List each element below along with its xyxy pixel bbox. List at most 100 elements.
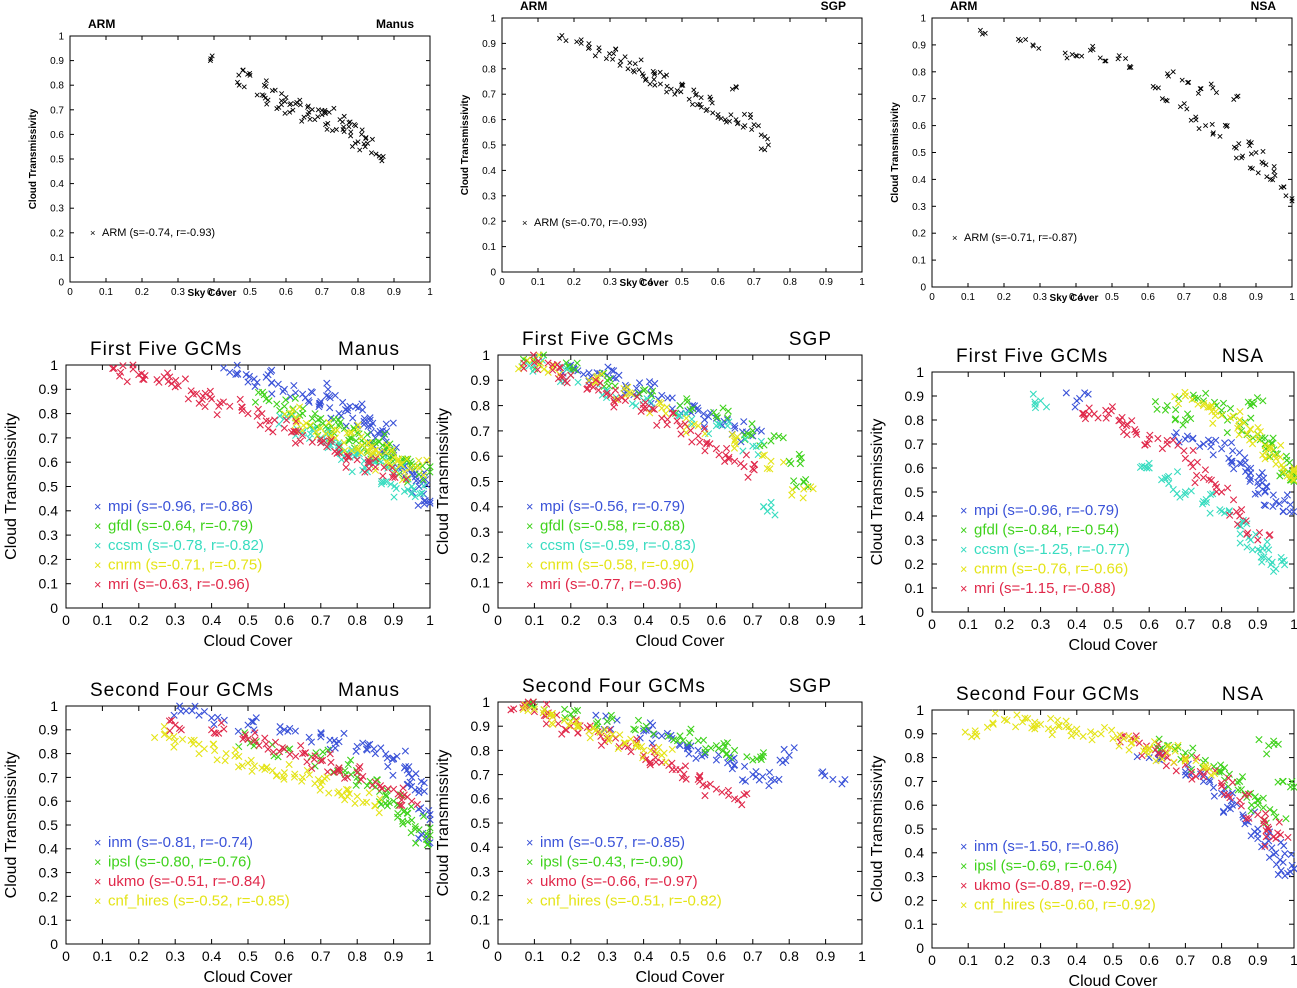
data-point-jitter [1255,528,1264,537]
data-point-jitter [403,457,411,465]
data-point [1203,123,1209,129]
data-point-jitter [165,717,174,725]
data-point-jitter [220,725,228,733]
data-point-jitter [1172,406,1180,414]
data-point-jitter [195,711,203,719]
data-point-jitter [316,786,324,794]
data-point-jitter [1115,56,1121,62]
data-point-jitter [1189,463,1197,471]
data-point-jitter [1237,460,1245,468]
data-point-jitter [420,482,428,490]
data-point-jitter [1202,761,1210,769]
data-point-jitter [366,416,374,424]
data-point-jitter [397,461,406,469]
y-tick-label: 0.3 [50,204,64,215]
data-point-jitter [1181,101,1187,107]
y-tick-label: 0.9 [905,726,925,742]
y-tick-label: 0.4 [912,175,926,186]
data-point-jitter [1125,732,1133,740]
data-point-jitter [335,766,343,774]
data-point-jitter [238,403,246,411]
data-point-jitter [336,418,344,427]
data-point [1228,801,1237,809]
data-point-jitter [1217,779,1226,787]
data-point [549,366,557,374]
data-point-jitter [744,473,752,481]
data-point-jitter [1085,404,1093,412]
data-point-jitter [282,416,291,424]
data-point-jitter [195,750,203,758]
data-point-jitter [1202,495,1210,504]
data-point-jitter [611,734,620,742]
data-point-jitter [757,755,765,764]
data-point-jitter [571,366,579,374]
data-point-jitter [701,751,709,759]
data-point-jitter [365,789,373,797]
data-point-jitter [673,737,682,745]
data-point-jitter [796,460,804,468]
data-point-jitter [1155,85,1161,91]
data-point-jitter [1248,440,1257,448]
data-point-jitter [356,763,364,771]
x-tick-label: 0.8 [1213,292,1227,303]
data-point-jitter [1201,466,1209,474]
x-tick-label: 0.7 [311,948,331,964]
data-point-jitter [632,402,640,410]
data-point-jitter [288,406,297,414]
data-point-jitter [1187,459,1195,467]
data-point-jitter [399,820,407,828]
data-point-jitter [378,784,386,793]
data-point-jitter [383,802,391,810]
data-point-jitter [365,140,371,146]
data-point-jitter [388,464,396,472]
data-point [729,86,735,92]
legend-entry: ccsm (s=-1.25, r=-0.77) [974,541,1130,558]
data-point-jitter [1115,742,1123,750]
data-point-jitter [1021,714,1029,722]
data-point-jitter [250,762,259,770]
data-point-jitter [311,762,319,770]
data-point-jitter [1286,501,1294,509]
data-point-jitter [1133,753,1141,761]
data-point [1217,133,1223,139]
data-point-jitter [1243,430,1251,438]
data-point [1177,104,1183,110]
data-point-jitter [1247,832,1255,840]
legend-marker: × [526,538,533,553]
data-point-jitter [596,45,602,51]
plot-frame [931,17,1293,288]
x-tick-label: 0.7 [1176,952,1196,968]
data-point [1181,435,1189,443]
data-point-jitter [574,729,582,737]
data-point-jitter [265,397,273,405]
data-point-jitter [1184,410,1192,418]
y-tick-label: 0.2 [39,888,59,904]
x-tick-label: 0.3 [165,612,185,628]
x-tick-label: 0.8 [1212,616,1232,632]
data-point-jitter [353,123,359,129]
data-point [621,739,629,747]
data-point-jitter [606,375,614,383]
data-point-jitter [1152,757,1160,765]
data-point-jitter [696,438,704,446]
data-point-jitter [1223,429,1231,437]
data-point-jitter [249,718,257,726]
data-point-jitter [329,128,335,134]
data-point-jitter [734,796,742,804]
data-point-jitter [1133,430,1141,439]
data-point [712,445,720,453]
data-point [333,126,339,132]
panel-title-right: NSA [1251,0,1277,13]
data-point-jitter [1275,500,1283,508]
data-point-jitter [771,776,779,785]
data-point-jitter [396,801,404,809]
y-tick-label: 0 [490,268,496,279]
data-point-jitter [166,727,174,735]
data-point-jitter [414,501,422,510]
data-point-jitter [766,465,774,473]
data-point-jitter [1247,464,1255,472]
data-point-jitter [682,775,690,783]
data-point-jitter [352,437,360,445]
data-point-jitter [557,373,565,381]
data-point [317,424,325,432]
